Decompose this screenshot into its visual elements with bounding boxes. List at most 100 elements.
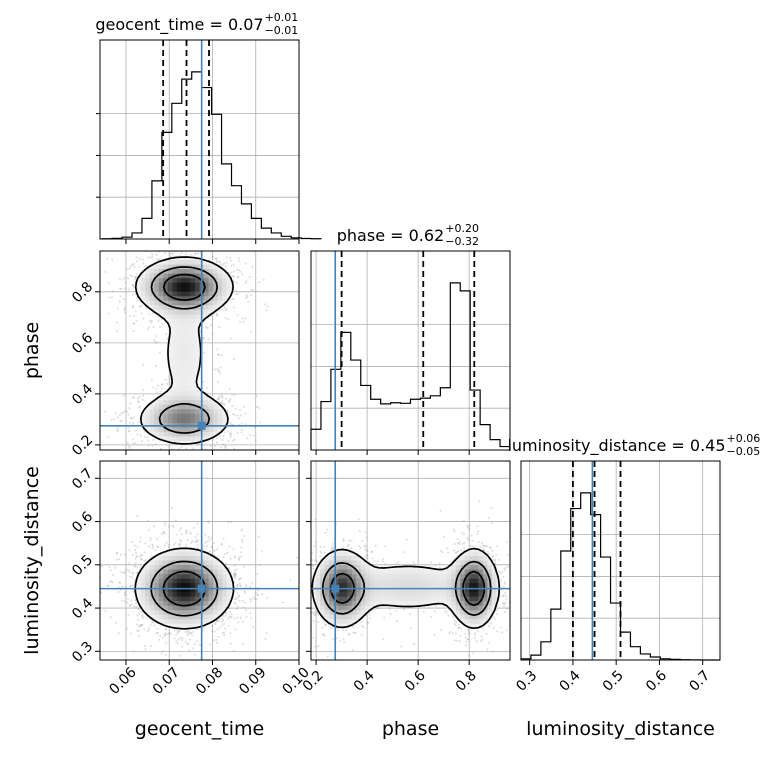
density-cell xyxy=(176,565,182,570)
density-cell xyxy=(208,305,214,311)
density-cell xyxy=(154,565,160,570)
scatter-point xyxy=(135,605,138,608)
density-cell xyxy=(158,296,164,302)
scatter-point xyxy=(194,458,196,460)
scatter-point xyxy=(132,452,134,454)
density-cell xyxy=(213,287,218,293)
density-cell xyxy=(167,400,173,406)
scatter-point xyxy=(110,418,113,421)
scatter-point xyxy=(232,358,235,361)
density-cell xyxy=(163,291,169,297)
density-cell xyxy=(154,583,160,589)
scatter-point xyxy=(188,531,191,534)
density-cell xyxy=(172,300,178,306)
density-cell xyxy=(204,560,209,566)
scatter-point xyxy=(165,541,168,544)
scatter-point xyxy=(243,534,246,537)
scatter-point xyxy=(209,444,212,447)
density-cell xyxy=(172,409,178,415)
density-cell xyxy=(181,296,187,302)
scatter-point xyxy=(156,470,158,472)
density-cell xyxy=(208,596,214,602)
scatter-point xyxy=(229,421,232,424)
density-cell xyxy=(213,305,218,311)
density-cell xyxy=(208,583,214,589)
scatter-point xyxy=(138,624,141,627)
density-cell xyxy=(176,404,182,410)
scatter-point xyxy=(134,310,137,313)
density-cell xyxy=(190,300,196,306)
scatter-point xyxy=(121,585,124,588)
density-cell xyxy=(167,282,173,288)
scatter-point xyxy=(466,638,469,641)
scatter-point xyxy=(156,258,159,261)
scatter-point xyxy=(336,629,339,632)
scatter-point xyxy=(233,575,236,578)
density-cell xyxy=(204,614,209,620)
scatter-point xyxy=(176,631,179,634)
scatter-point xyxy=(142,389,145,392)
scatter-point xyxy=(242,606,245,609)
scatter-point xyxy=(230,521,233,524)
scatter-point xyxy=(221,439,224,442)
scatter-point xyxy=(129,416,132,419)
density-cell xyxy=(226,287,232,293)
scatter-point xyxy=(134,565,137,568)
scatter-point xyxy=(128,407,131,410)
density-cell xyxy=(217,300,223,306)
scatter-point xyxy=(295,556,298,559)
density-cell xyxy=(208,560,214,566)
density-cell xyxy=(190,565,196,570)
scatter-point xyxy=(457,542,460,545)
scatter-point xyxy=(185,532,188,535)
scatter-point xyxy=(238,594,241,597)
density-cell xyxy=(217,569,223,575)
density-cell xyxy=(222,409,228,415)
density-cell xyxy=(190,418,196,424)
scatter-point xyxy=(190,541,193,544)
density-cell xyxy=(149,296,155,302)
density-cell xyxy=(217,427,223,433)
density-cell xyxy=(204,569,209,575)
density-cell xyxy=(167,569,173,575)
scatter-point xyxy=(224,627,227,630)
scatter-point xyxy=(232,306,235,309)
density-cell xyxy=(149,574,155,579)
scatter-point xyxy=(135,276,138,279)
density-cell xyxy=(213,583,218,589)
scatter-point xyxy=(256,593,259,596)
scatter-point xyxy=(152,339,155,342)
scatter-point xyxy=(264,303,267,306)
density-cell xyxy=(181,546,187,552)
panel-frame xyxy=(99,250,300,451)
density-cell xyxy=(163,569,169,575)
scatter-point xyxy=(138,607,141,610)
scatter-point xyxy=(130,417,133,420)
scatter-point xyxy=(151,547,154,550)
scatter-point xyxy=(116,429,119,432)
scatter-point xyxy=(131,541,134,544)
scatter-point xyxy=(352,631,355,634)
scatter-point xyxy=(193,642,196,645)
density-cell xyxy=(213,614,218,620)
scatter-point xyxy=(246,295,249,298)
density-cell xyxy=(163,551,169,557)
density-cell xyxy=(194,296,200,302)
scatter-point xyxy=(202,336,205,339)
density-cell xyxy=(181,341,187,347)
scatter-point xyxy=(157,320,160,323)
density-cell xyxy=(163,314,169,320)
scatter-point xyxy=(220,446,223,449)
scatter-point xyxy=(213,368,216,371)
scatter-point xyxy=(314,645,317,648)
scatter-point xyxy=(151,255,154,258)
scatter-point xyxy=(366,550,369,553)
density-cell xyxy=(136,574,142,579)
density-cell xyxy=(163,560,169,566)
density-cell xyxy=(208,614,214,620)
scatter-point xyxy=(132,284,135,287)
scatter-point xyxy=(211,318,214,321)
density-cell xyxy=(204,291,209,297)
scatter-point xyxy=(178,542,181,545)
scatter-point xyxy=(156,384,159,387)
